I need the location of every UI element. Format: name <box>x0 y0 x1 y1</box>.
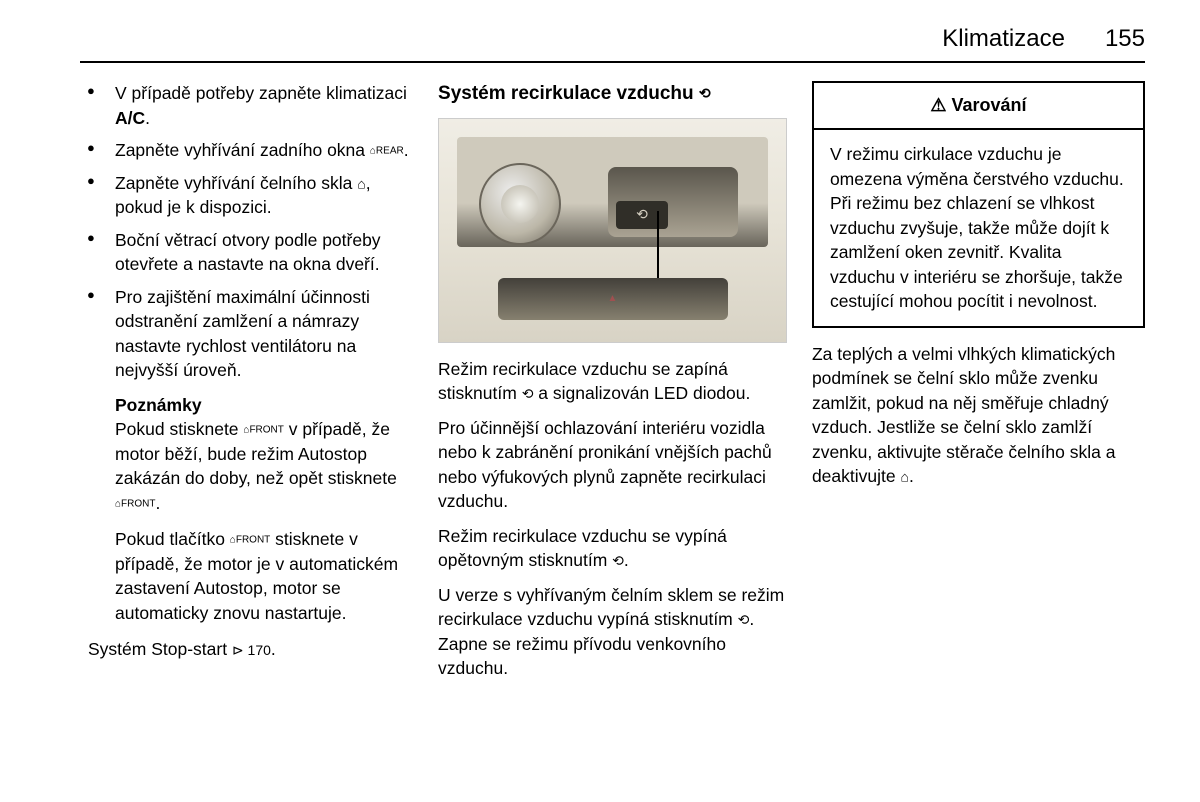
list-item: Boční větrací otvory podle potřeby otevř… <box>115 228 413 277</box>
text: Systém recirkulace vzduchu <box>438 83 699 104</box>
text: . <box>155 493 160 513</box>
paragraph: Pro účinnější ochlazování interiéru vozi… <box>438 416 787 514</box>
list-item: Zapněte vyhřívání zadního okna ⌂REAR. <box>115 138 413 163</box>
text: Systém Stop-start <box>88 639 232 659</box>
text: Režim recirkulace vzduchu se vypíná opět… <box>438 526 727 571</box>
text: . <box>909 466 914 486</box>
list-item: Zapněte vyhřívání čelního skla ⌂, pokud … <box>115 171 413 220</box>
figure-recirc-button <box>616 201 668 229</box>
stop-start-ref: Systém Stop-start ⊳ 170. <box>80 637 413 662</box>
column-1: V případě potřeby zapněte klimatizaci A/… <box>80 81 413 691</box>
paragraph: U verze s vyhřívaným čelním sklem se rež… <box>438 583 787 681</box>
figure-recirculation <box>438 118 787 343</box>
text: . <box>404 140 409 160</box>
recirc-icon: ⟲ <box>522 386 534 402</box>
text: Pro zajištění maximální účinnosti odstra… <box>115 287 370 381</box>
page-number: 155 <box>1105 25 1145 53</box>
paragraph: Režim recirkulace vzduchu se zapíná stis… <box>438 357 787 406</box>
text: Zapněte vyhřívání zadního okna <box>115 140 370 160</box>
notes-paragraph: Pokud stisknete ⌂FRONT v případě, že mot… <box>80 417 413 515</box>
recirc-icon: ⟲ <box>738 612 750 628</box>
notes-paragraph: Pokud tlačítko ⌂FRONT stisknete v případ… <box>80 527 413 625</box>
text: U verze s vyhřívaným čelním sklem se rež… <box>438 585 784 630</box>
text-bold: A/C <box>115 108 145 128</box>
warning-body: V režimu cirkulace vzduchu je omezena vý… <box>830 142 1127 314</box>
figure-lower-panel <box>498 278 728 320</box>
column-2: Systém recirkulace vzduchu ⟲ Režim recir… <box>438 81 787 691</box>
figure-panel <box>457 137 768 247</box>
warning-box: ⚠ Varování V režimu cirkulace vzduchu je… <box>812 81 1145 328</box>
front-defrost-icon: ⌂FRONT <box>115 498 155 509</box>
subheading: Systém recirkulace vzduchu ⟲ <box>438 81 787 108</box>
text: Za teplých a velmi vlhkých klimatických … <box>812 344 1116 487</box>
front-defrost-icon: ⌂FRONT <box>230 534 270 545</box>
paragraph: Režim recirkulace vzduchu se vypíná opět… <box>438 524 787 573</box>
text: Pokud tlačítko <box>115 529 230 549</box>
warning-title: ⚠ Varování <box>814 83 1143 130</box>
column-3: ⚠ Varování V režimu cirkulace vzduchu je… <box>812 81 1145 691</box>
page-header: Klimatizace 155 <box>80 25 1145 63</box>
notes-heading: Poznámky <box>80 393 413 418</box>
figure-dial <box>479 163 561 245</box>
figure-button-area <box>608 167 738 237</box>
list-item: Pro zajištění maximální účinnosti odstra… <box>115 285 413 383</box>
section-title: Klimatizace <box>942 25 1065 53</box>
page-ref-icon: ⊳ 170 <box>232 642 271 658</box>
list-item: V případě potřeby zapněte klimatizaci A/… <box>115 81 413 130</box>
paragraph: Za teplých a velmi vlhkých klimatických … <box>812 342 1145 489</box>
text: . <box>271 639 276 659</box>
text: . <box>145 108 150 128</box>
defrost-icon: ⌂ <box>900 469 908 485</box>
text: a signalizován LED diodou. <box>533 383 750 403</box>
recirc-icon: ⟲ <box>699 85 711 101</box>
text: . <box>624 550 629 570</box>
text: V případě potřeby zapněte klimatizaci <box>115 83 407 103</box>
front-defrost-icon: ⌂FRONT <box>243 424 283 435</box>
bullet-list: V případě potřeby zapněte klimatizaci A/… <box>80 81 413 383</box>
rear-defrost-icon: ⌂REAR <box>370 145 404 156</box>
figure-callout-line <box>657 211 659 281</box>
recirc-icon: ⟲ <box>612 553 624 569</box>
defrost-icon: ⌂ <box>357 175 365 191</box>
text: Pokud stisknete <box>115 419 243 439</box>
text: Boční větrací otvory podle potřeby otevř… <box>115 230 381 275</box>
text: Zapněte vyhřívání čelního skla <box>115 173 357 193</box>
content-columns: V případě potřeby zapněte klimatizaci A/… <box>80 81 1145 691</box>
